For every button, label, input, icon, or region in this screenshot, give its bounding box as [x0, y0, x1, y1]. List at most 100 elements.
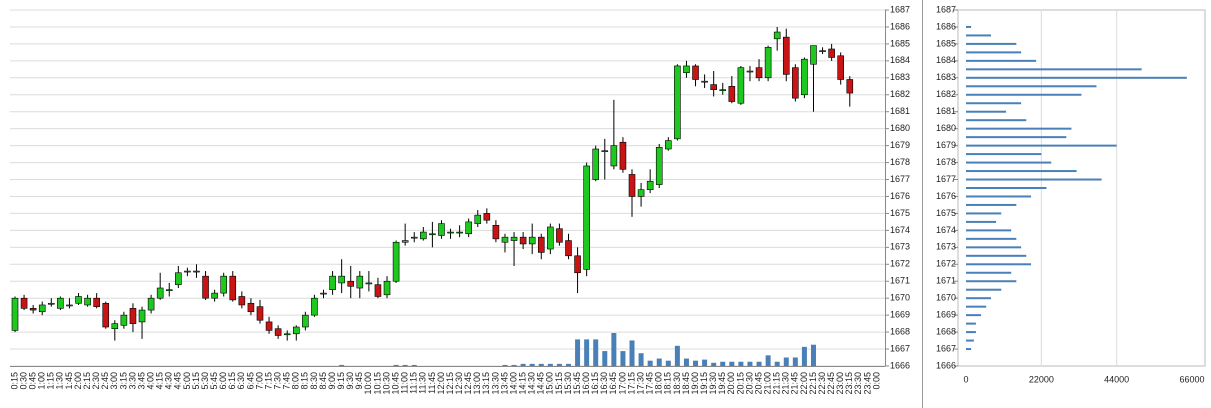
profile-bar [966, 280, 1017, 283]
volume-bar [402, 364, 408, 366]
candle-body [755, 67, 763, 79]
x-tick-label: 14:30 [527, 372, 537, 395]
x-tick-label: 10:45 [390, 372, 400, 395]
x-tick-label: 20:45 [753, 372, 763, 395]
candle-body [420, 231, 427, 240]
x-tick-label: 7:30 [273, 372, 283, 390]
candle-body [165, 289, 173, 292]
candle-body [483, 213, 491, 221]
candle-body [746, 70, 754, 73]
candle-body [47, 302, 55, 305]
profile-bar [966, 170, 1077, 173]
candle-body [347, 280, 355, 287]
volume-bar [602, 351, 608, 366]
volume-bar [792, 357, 798, 366]
y-tick-label: 1670 [890, 293, 910, 303]
candle-body [265, 321, 273, 331]
x-tick-label: 0:15 [9, 372, 19, 390]
x-tick-label: 22000 [1029, 374, 1054, 384]
candle-body [465, 221, 472, 235]
x-tick-label: 22:15 [808, 372, 818, 395]
x-tick-label: 19:15 [699, 372, 709, 395]
y-tick-label: 1680 [890, 123, 910, 133]
volume-bar [765, 355, 771, 366]
candle-body [547, 226, 554, 250]
x-tick-label: 6:00 [218, 372, 228, 390]
candle-body [565, 240, 572, 257]
y-tick-label: 1667 [890, 343, 910, 353]
candle-body [392, 241, 400, 282]
x-tick-label: 22:45 [826, 372, 836, 395]
profile-bar [966, 68, 1142, 71]
x-tick-label: 1:00 [37, 372, 47, 390]
x-tick-label: 8:45 [318, 372, 328, 390]
profile-bar [966, 331, 976, 334]
candle-body [710, 84, 717, 90]
candle-body [510, 236, 518, 241]
x-tick-label: 1:30 [55, 372, 65, 390]
x-tick-label: 9:30 [345, 372, 355, 390]
candle-body [283, 333, 291, 336]
x-tick-label: 21:30 [781, 372, 791, 395]
candle-body [20, 297, 28, 309]
y-tick-label: 1674 [890, 225, 910, 235]
candle-body [220, 275, 227, 294]
candle-body [501, 236, 509, 243]
x-tick-label: 5:30 [200, 372, 210, 390]
x-tick-label: 5:15 [191, 372, 201, 390]
y-tick-label: 1682 [890, 89, 910, 99]
volume-bar [565, 363, 571, 366]
candle-body [129, 308, 137, 324]
x-tick-label: 6:15 [227, 372, 237, 390]
profile-bar [966, 42, 1017, 45]
y-tick-label: 1686 [936, 21, 956, 31]
x-tick-label: 5:45 [209, 372, 219, 390]
x-tick-label: 17:00 [617, 372, 627, 395]
y-tick-label: 1679 [890, 140, 910, 150]
volume-bar [411, 364, 417, 366]
y-tick-label: 1687 [890, 4, 910, 14]
x-tick-label: 12:00 [436, 372, 446, 395]
x-tick-label: 14:15 [518, 372, 528, 395]
candle-body [120, 314, 128, 326]
profile-bar [966, 271, 1012, 274]
profile-bar [966, 161, 1052, 164]
volume-bar [529, 363, 535, 366]
x-tick-label: 23:45 [862, 372, 872, 395]
candle-body [619, 141, 627, 170]
x-tick-label: 18:00 [654, 372, 664, 395]
x-tick-label: 15:45 [572, 372, 582, 395]
x-tick-label: 10:15 [372, 372, 382, 395]
candle-body [184, 270, 191, 273]
volume-bar [620, 351, 626, 366]
volume-bar [339, 364, 345, 366]
profile-bar [966, 127, 1072, 130]
candle-body [329, 275, 336, 291]
candle-body [256, 306, 264, 321]
x-tick-label: 66000 [1179, 374, 1204, 384]
x-tick-label: 3:15 [118, 372, 128, 390]
x-tick-label: 11:45 [427, 372, 437, 394]
x-tick-label: 4:45 [173, 372, 183, 390]
x-tick-label: 0:45 [28, 372, 38, 390]
y-tick-label: 1673 [890, 242, 910, 252]
candle-body [156, 287, 164, 299]
candle-body [692, 65, 699, 80]
y-tick-label: 1671 [890, 276, 910, 286]
y-tick-label: 1681 [890, 106, 910, 116]
profile-bar [966, 93, 1082, 96]
volume-bar [547, 363, 553, 366]
x-tick-label: 9:45 [354, 372, 364, 390]
x-tick-label: 14:00 [508, 372, 518, 395]
profile-bar [966, 229, 1012, 232]
profile-bar [966, 34, 991, 37]
volume-bar [783, 357, 789, 366]
profile-bar [966, 297, 991, 300]
x-tick-label: 4:15 [155, 372, 165, 390]
profile-bar [966, 187, 1047, 189]
profile-bar [966, 85, 1097, 88]
candle-body [338, 275, 345, 284]
y-tick-label: 1680 [936, 123, 956, 133]
candle-body [229, 275, 237, 301]
candle-body [728, 85, 736, 102]
